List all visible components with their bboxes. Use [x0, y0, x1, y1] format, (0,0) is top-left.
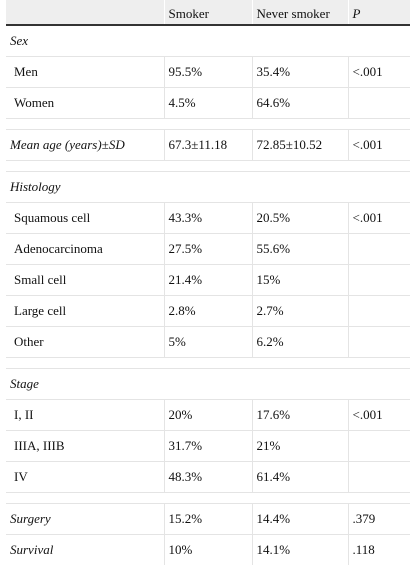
p-value: [348, 430, 410, 462]
table-row: Men 95.5% 35.4% <.001: [6, 56, 410, 88]
row-label: Adenocarcinoma: [6, 233, 165, 265]
section-title: Sex: [6, 25, 410, 57]
row-label: Squamous cell: [6, 202, 165, 234]
p-value: [348, 264, 410, 296]
smoker-value: 43.3%: [164, 202, 253, 234]
p-value: <.001: [348, 56, 410, 88]
table-row: Large cell 2.8% 2.7%: [6, 295, 410, 327]
data-table-container: Smoker Never smoker P Sex Men 95.5% 35.4…: [6, 0, 410, 565]
table-header-row: Smoker Never smoker P: [6, 0, 410, 26]
table-row: Adenocarcinoma 27.5% 55.6%: [6, 233, 410, 265]
row-label: Survival: [6, 534, 165, 565]
never-smoker-value: 6.2%: [252, 326, 349, 358]
section-sex: Sex: [6, 25, 410, 57]
p-value: [348, 233, 410, 265]
section-histology: Histology: [6, 171, 410, 203]
header-never-smoker: Never smoker: [252, 0, 349, 26]
never-smoker-value: 72.85±10.52: [252, 129, 349, 161]
row-label: Surgery: [6, 503, 165, 535]
smoker-value: 5%: [164, 326, 253, 358]
smoker-value: 15.2%: [164, 503, 253, 535]
smoker-value: 48.3%: [164, 461, 253, 493]
section-stage: Stage: [6, 368, 410, 400]
spacer-row: [6, 160, 410, 172]
table-row: I, II 20% 17.6% <.001: [6, 399, 410, 431]
row-label: Men: [6, 56, 165, 88]
smoker-value: 31.7%: [164, 430, 253, 462]
p-value: <.001: [348, 399, 410, 431]
p-value: [348, 87, 410, 119]
row-label: IV: [6, 461, 165, 493]
never-smoker-value: 61.4%: [252, 461, 349, 493]
p-value: [348, 326, 410, 358]
p-value: <.001: [348, 202, 410, 234]
table-row: Squamous cell 43.3% 20.5% <.001: [6, 202, 410, 234]
never-smoker-value: 14.1%: [252, 534, 349, 565]
never-smoker-value: 17.6%: [252, 399, 349, 431]
table-row: IV 48.3% 61.4%: [6, 461, 410, 493]
p-value: .379: [348, 503, 410, 535]
spacer-row: [6, 357, 410, 369]
section-title: Histology: [6, 171, 410, 203]
header-label-column: [6, 0, 165, 26]
smoker-value: 67.3±11.18: [164, 129, 253, 161]
smoker-value: 10%: [164, 534, 253, 565]
spacer-row: [6, 492, 410, 504]
row-label: IIIA, IIIB: [6, 430, 165, 462]
table-row: Women 4.5% 64.6%: [6, 87, 410, 119]
section-title: Stage: [6, 368, 410, 400]
p-value: .118: [352, 542, 375, 557]
smoker-value: 4.5%: [164, 87, 253, 119]
header-smoker: Smoker: [164, 0, 253, 26]
row-label: Other: [6, 326, 165, 358]
never-smoker-value: 14.4%: [252, 503, 349, 535]
row-survival: Survival 10% 14.1% .118: [6, 534, 410, 565]
never-smoker-value: 2.7%: [252, 295, 349, 327]
row-label: Women: [6, 87, 165, 119]
table-row: IIIA, IIIB 31.7% 21%: [6, 430, 410, 462]
never-smoker-value: 15%: [252, 264, 349, 296]
smoker-value: 21.4%: [164, 264, 253, 296]
header-p-value: P: [348, 0, 410, 26]
row-label: Small cell: [6, 264, 165, 296]
smoker-value: 27.5%: [164, 233, 253, 265]
smoker-value: 2.8%: [164, 295, 253, 327]
never-smoker-value: 55.6%: [252, 233, 349, 265]
p-value: [348, 295, 410, 327]
never-smoker-value: 20.5%: [252, 202, 349, 234]
row-surgery: Surgery 15.2% 14.4% .379: [6, 503, 410, 535]
row-mean-age: Mean age (years)±SD 67.3±11.18 72.85±10.…: [6, 129, 410, 161]
p-value: [348, 461, 410, 493]
smoker-value: 20%: [164, 399, 253, 431]
spacer-row: [6, 118, 410, 130]
never-smoker-value: 64.6%: [252, 87, 349, 119]
smoker-comparison-table: Smoker Never smoker P Sex Men 95.5% 35.4…: [6, 0, 410, 565]
never-smoker-value: 21%: [252, 430, 349, 462]
never-smoker-value: 35.4%: [252, 56, 349, 88]
row-label: Large cell: [6, 295, 165, 327]
table-row: Small cell 21.4% 15%: [6, 264, 410, 296]
row-label: Mean age (years)±SD: [6, 129, 165, 161]
row-label: I, II: [6, 399, 165, 431]
table-row: Other 5% 6.2%: [6, 326, 410, 358]
smoker-value: 95.5%: [164, 56, 253, 88]
p-value: <.001: [348, 129, 410, 161]
